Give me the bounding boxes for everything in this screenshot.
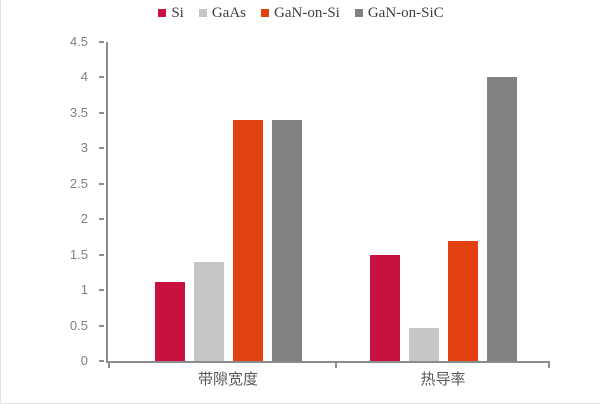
legend-swatch-icon xyxy=(261,9,270,17)
y-axis-label: 1.5 xyxy=(69,246,88,262)
y-axis-tick xyxy=(99,182,104,185)
chart-legend: Si GaAs GaN-on-Si GaN-on-SiC xyxy=(1,3,600,23)
y-axis-label: 3 xyxy=(80,140,88,156)
bar-si-1 xyxy=(369,254,400,361)
y-axis-label: 2 xyxy=(80,211,88,227)
y-axis-label: 4.5 xyxy=(69,34,88,49)
bar-gan-on-si-0 xyxy=(232,119,263,361)
y-axis-label: 4 xyxy=(80,69,88,85)
legend-swatch-icon xyxy=(158,9,167,17)
y-axis-tick xyxy=(99,147,104,150)
y-axis-label: 0.5 xyxy=(69,317,88,333)
y-axis-tick xyxy=(99,324,104,327)
y-axis-tick xyxy=(99,76,104,79)
x-axis-tick xyxy=(548,363,550,368)
bar-gan-on-si-1 xyxy=(447,240,478,361)
x-axis-category-label: 带隙宽度 xyxy=(197,371,258,388)
legend-swatch-icon xyxy=(198,9,207,17)
y-axis-label: 2.5 xyxy=(69,175,88,191)
y-axis-label: 3.5 xyxy=(69,104,88,120)
y-axis-tick xyxy=(99,360,104,362)
y-axis-tick xyxy=(99,111,104,114)
bar-gan-on-sic-1 xyxy=(486,77,517,361)
legend-label: GaN-on-SiC xyxy=(367,4,444,21)
y-axis-label: 1 xyxy=(80,282,88,298)
bar-gaas-0 xyxy=(193,261,224,361)
x-axis-category-label: 热导率 xyxy=(420,371,466,388)
legend-swatch-icon xyxy=(354,9,363,17)
y-axis-tick xyxy=(99,253,104,256)
y-axis-label: 0 xyxy=(80,353,88,368)
bar-gaas-1 xyxy=(408,328,439,361)
legend-item-gaas: GaAs xyxy=(198,4,247,21)
bar-gan-on-sic-0 xyxy=(271,119,302,361)
bar-si-0 xyxy=(154,281,185,361)
y-axis-tick xyxy=(99,41,104,43)
y-axis-tick xyxy=(99,289,104,292)
x-axis-tick xyxy=(335,363,337,368)
plot-area: 带隙宽度 热导率 xyxy=(99,41,550,388)
legend-item-gan-on-sic: GaN-on-SiC xyxy=(354,4,444,21)
legend-label: GaAs xyxy=(211,4,247,21)
legend-label: GaN-on-Si xyxy=(274,4,340,21)
legend-item-si: Si xyxy=(158,4,184,21)
y-axis-tick xyxy=(99,218,104,221)
x-axis-tick xyxy=(108,363,110,368)
legend-label: Si xyxy=(171,4,184,21)
legend-item-gan-on-si: GaN-on-Si xyxy=(261,4,340,21)
